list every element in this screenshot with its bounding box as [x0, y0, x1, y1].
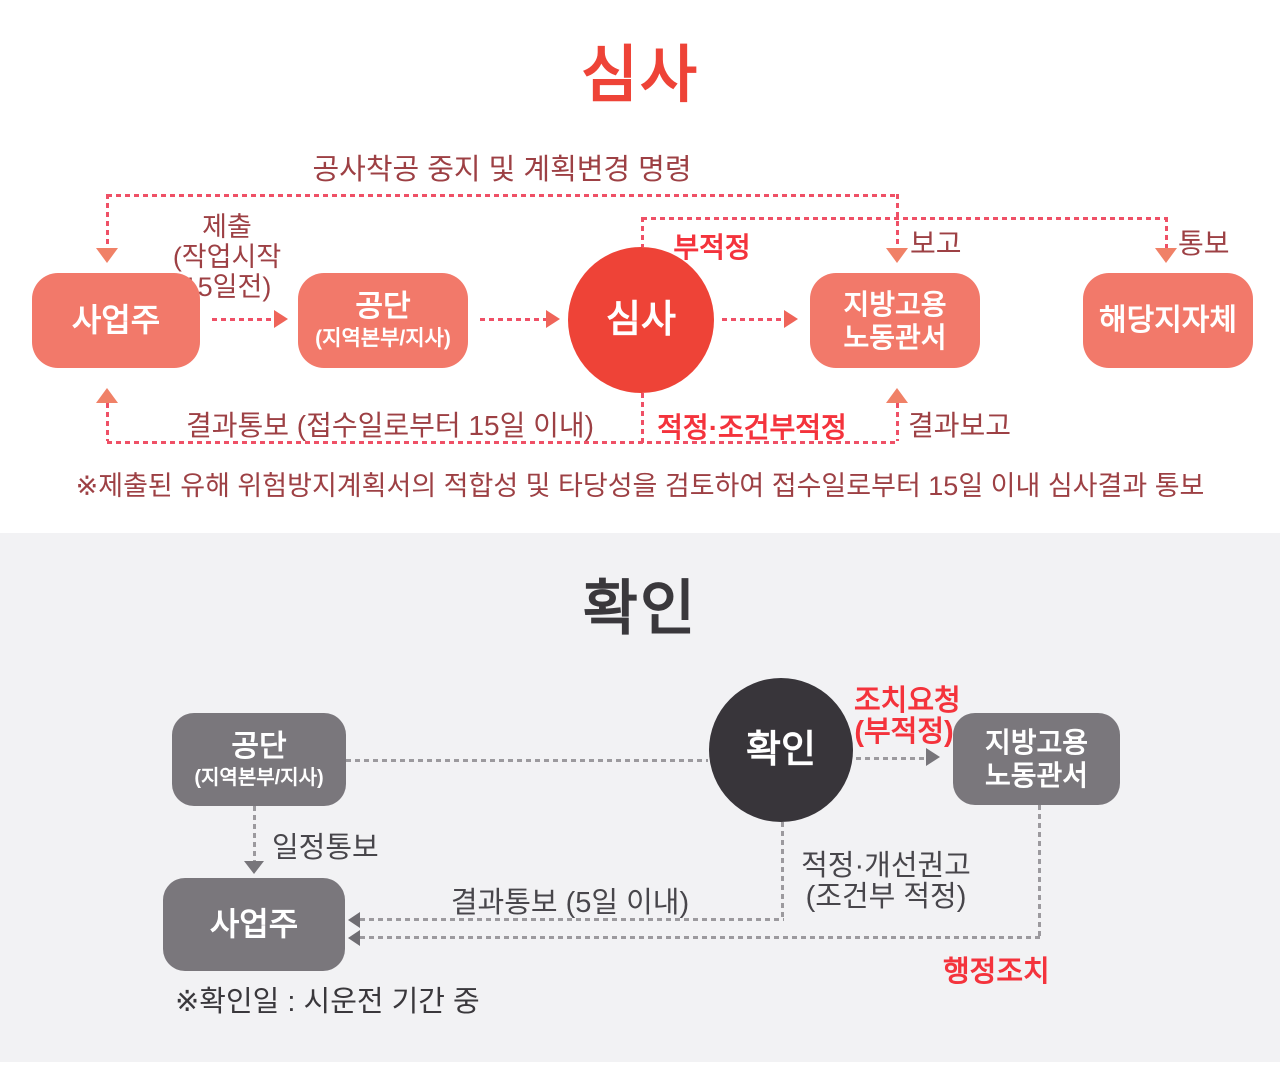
- employer-to-kosha-line: [212, 318, 274, 321]
- adequate-line-vertical: [641, 393, 644, 443]
- confirm-footnote: ※확인일 : 시운전 기간 중: [175, 986, 480, 1018]
- arrowhead-right-to-labor-office2-icon: [926, 748, 940, 766]
- result-notice-line-vertical: [106, 403, 109, 441]
- arrowhead-up-to-labor-office-icon: [886, 388, 908, 403]
- node-kosha: 공단 (지역본부/지사): [298, 273, 468, 368]
- inadequate-line-horizontal: [642, 217, 1166, 220]
- admin-action-line-vertical: [1038, 805, 1041, 938]
- notify-edge-label: 통보: [1178, 228, 1230, 259]
- node-labor-office2: 지방고용 노동관서: [953, 713, 1120, 805]
- inadequate-edge-label: 부적정: [673, 232, 751, 263]
- kosha-to-confirm-line: [346, 759, 708, 762]
- admin-action-edge-label: 행정조치: [943, 956, 1050, 988]
- admin-action-line-horizontal: [360, 936, 1041, 939]
- arrowhead-down-to-employer2-icon: [244, 861, 264, 874]
- result-notice-line-horizontal: [107, 441, 897, 444]
- arrowhead-down-to-labor-office-icon: [886, 248, 908, 263]
- order-line-vertical-to-employer: [106, 194, 109, 248]
- result-notice-edge-label: 결과통보 (접수일로부터 15일 이내): [185, 410, 594, 441]
- node-employer: 사업주: [32, 273, 200, 368]
- recommend-edge-label: 적정·개선권고 (조건부 적정): [801, 850, 971, 913]
- confirm-section-title: 확인: [582, 575, 698, 642]
- schedule-line-vertical: [253, 806, 256, 862]
- result-report-edge-label: 결과보고: [908, 410, 1012, 441]
- arrowhead-right-to-kosha-icon: [274, 310, 288, 328]
- report-edge-label: 보고: [910, 228, 962, 259]
- order-edge-label: 공사착공 중지 및 계획변경 명령: [312, 154, 692, 186]
- review-section-title: 심사: [580, 41, 700, 110]
- arrowhead-down-to-employer-icon: [96, 248, 118, 263]
- result-notice5-line-vertical: [781, 822, 784, 920]
- node-kosha2: 공단 (지역본부/지사): [172, 713, 346, 806]
- report-line-vertical: [896, 194, 899, 248]
- kosha-to-review-line: [480, 318, 546, 321]
- result-notice5-edge-label: 결과통보 (5일 이내): [450, 887, 690, 919]
- result-report-line-vertical: [896, 403, 899, 441]
- node-labor-office: 지방고용 노동관서: [810, 273, 980, 368]
- review-to-labor-office-line: [722, 318, 784, 321]
- arrowhead-right-to-review-icon: [546, 310, 560, 328]
- adequate-edge-label: 적정·조건부적정: [657, 412, 847, 443]
- result-notice5-line-horizontal: [360, 918, 784, 921]
- submit-edge-label: 제출 (작업시작 15일전): [172, 212, 282, 302]
- arrowhead-down-to-local-gov-icon: [1155, 248, 1177, 263]
- action-request-edge-label: 조치요청 (부적정): [854, 685, 961, 748]
- node-local-gov: 해당지자체: [1083, 273, 1253, 368]
- node-confirm-circle: 확인: [709, 678, 853, 822]
- arrowhead-left-result-notice-icon: [348, 912, 360, 928]
- notify-line-vertical: [1165, 217, 1168, 248]
- arrowhead-right-to-labor-office-icon: [784, 310, 798, 328]
- confirm-to-labor-office-line: [856, 757, 926, 760]
- schedule-edge-label: 일정통보: [272, 832, 379, 864]
- node-employer2: 사업주: [163, 878, 345, 971]
- node-review-circle: 심사: [568, 247, 714, 393]
- order-line-horizontal: [107, 194, 897, 197]
- arrowhead-left-admin-action-icon: [348, 930, 360, 946]
- inadequate-line-vertical: [641, 217, 644, 247]
- review-footnote: ※제출된 유해 위험방지계획서의 적합성 및 타당성을 검토하여 접수일로부터 …: [75, 471, 1205, 501]
- arrowhead-up-to-employer-icon: [96, 388, 118, 403]
